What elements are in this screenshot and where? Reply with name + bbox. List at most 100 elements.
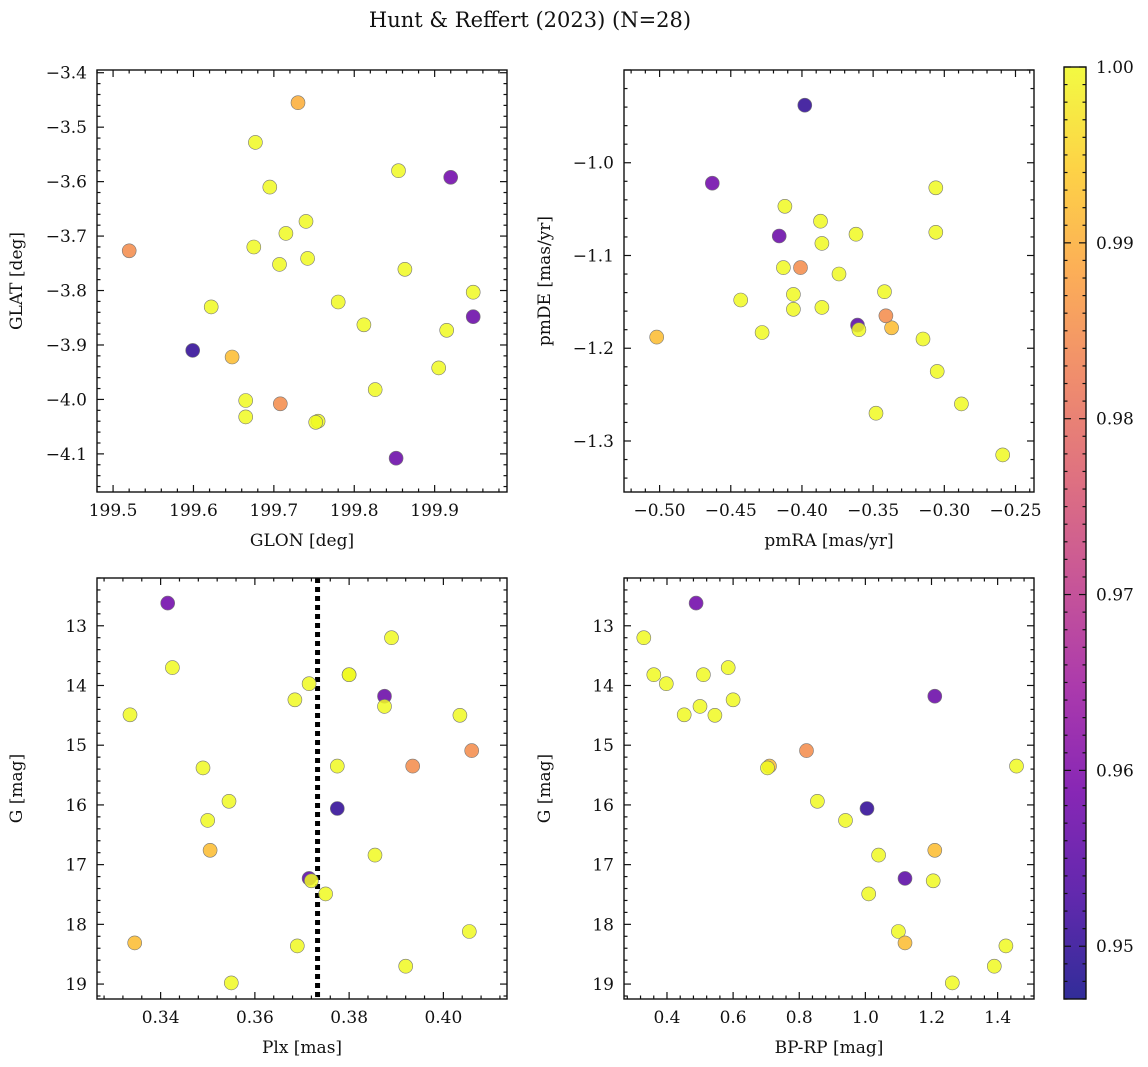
colorbar-tick-label: 0.95 <box>1096 937 1134 957</box>
y-tick-label: 14 <box>592 676 614 696</box>
panels: 199.5 199.6 199.7 199.8 199.9 −3.4 −3.5 −3.6 −3.… <box>7 64 1042 1058</box>
data-point <box>367 382 383 397</box>
x-tick-label: 0.8 <box>786 1008 813 1028</box>
data-point <box>658 676 674 692</box>
colorbar-tick-label: 0.96 <box>1096 761 1134 781</box>
panel-cmd: 0.4 0.6 0.8 1.0 1.2 1.4 13 14 15 16 17 18 19 BP-RP [m… <box>535 577 1035 1058</box>
data-point <box>793 260 808 275</box>
y-tick-label: −3.8 <box>46 282 87 302</box>
y-tick-label: 15 <box>65 736 87 756</box>
y-tick-label: 16 <box>65 796 87 816</box>
y-axis-label: G [mag] <box>7 754 27 823</box>
data-point <box>278 226 294 241</box>
data-point <box>238 409 253 425</box>
data-point <box>329 758 345 774</box>
x-tick-label: 0.4 <box>653 1008 680 1028</box>
x-tick-label: 1.2 <box>918 1008 945 1028</box>
y-tick-label: 18 <box>65 915 87 935</box>
data-point <box>897 935 913 951</box>
panel-pm: −0.50 −0.45 −0.40 −0.35 −0.30 −0.25 −1.0 −1.1 −1… <box>535 69 1042 551</box>
y-tick-label: 19 <box>592 975 614 995</box>
data-point <box>760 760 775 776</box>
x-tick-label: −0.45 <box>705 501 757 521</box>
data-point <box>998 938 1014 954</box>
colorbar-gradient <box>1064 67 1086 999</box>
data-point <box>287 692 303 708</box>
data-point <box>465 284 481 300</box>
data-point <box>289 938 305 954</box>
x-tick-label: 0.38 <box>330 1008 368 1028</box>
data-point <box>878 308 894 324</box>
x-tick-label: 1.4 <box>984 1008 1011 1028</box>
panel-glon_glat: 199.5 199.6 199.7 199.8 199.9 −3.4 −3.5 −3.6 −3.… <box>7 64 508 551</box>
data-point <box>838 813 853 828</box>
y-axis-label: pmDE [mas/yr] <box>535 216 555 346</box>
data-point <box>928 180 944 196</box>
y-tick-label: 18 <box>592 915 614 935</box>
data-point <box>248 135 263 150</box>
data-point <box>986 958 1002 974</box>
data-point <box>928 225 944 240</box>
axes-frame <box>623 69 1035 493</box>
data-point <box>431 360 447 376</box>
data-point <box>720 660 736 675</box>
x-tick-label: 199.5 <box>89 501 138 521</box>
data-point <box>814 236 830 251</box>
data-point <box>646 667 662 683</box>
data-point <box>397 261 413 277</box>
colorbar-tick-label: 0.99 <box>1096 234 1134 254</box>
data-point <box>725 692 741 708</box>
data-point <box>367 847 383 863</box>
data-point <box>777 199 793 214</box>
data-point <box>329 801 345 816</box>
data-point <box>733 292 749 308</box>
x-tick-label: 0.6 <box>720 1008 747 1028</box>
x-tick-label: −0.50 <box>634 501 686 521</box>
y-tick-label: −3.7 <box>46 227 87 247</box>
data-point <box>636 630 652 646</box>
y-tick-label: −3.6 <box>46 173 87 193</box>
colorbar-frame <box>1063 66 1087 1000</box>
x-axis-label: GLON [deg] <box>250 531 354 551</box>
x-tick-label: 199.9 <box>410 501 459 521</box>
data-point <box>848 226 864 242</box>
y-tick-label: −3.9 <box>46 336 87 356</box>
data-point <box>121 243 137 259</box>
y-tick-label: 17 <box>592 856 614 876</box>
y-tick-label: 16 <box>592 796 614 816</box>
x-tick-label: −0.30 <box>918 501 970 521</box>
y-tick-label: −1.3 <box>573 432 614 452</box>
data-point <box>122 707 138 723</box>
figure-title: Hunt & Reffert (2023) (N=28) <box>369 8 691 32</box>
data-point <box>877 284 892 300</box>
data-point <box>195 760 211 776</box>
x-tick-label: −0.25 <box>989 501 1041 521</box>
data-point <box>391 163 406 178</box>
data-point <box>771 228 787 244</box>
data-point <box>786 301 801 317</box>
data-point <box>810 793 825 809</box>
x-tick-label: −0.40 <box>776 501 828 521</box>
data-point <box>927 842 943 858</box>
data-point <box>185 343 200 358</box>
data-point <box>443 170 459 185</box>
y-tick-label: 13 <box>592 617 614 637</box>
y-axis-label: G [mag] <box>535 754 555 823</box>
axes-frame <box>96 69 508 493</box>
data-point <box>786 287 801 302</box>
data-point <box>692 699 708 714</box>
y-tick-label: 17 <box>65 856 87 876</box>
data-point <box>405 758 421 774</box>
data-point <box>464 743 480 758</box>
data-point <box>814 300 830 315</box>
x-axis-label: pmRA [mas/yr] <box>764 531 893 551</box>
x-tick-label: 199.8 <box>330 501 379 521</box>
data-point <box>859 801 875 816</box>
data-point <box>754 325 770 340</box>
data-point <box>891 924 906 939</box>
data-point <box>200 813 215 828</box>
data-point <box>238 393 253 408</box>
x-tick-label: 199.6 <box>169 501 218 521</box>
x-tick-label: 0.40 <box>424 1008 462 1028</box>
axes-frame <box>96 577 508 1000</box>
